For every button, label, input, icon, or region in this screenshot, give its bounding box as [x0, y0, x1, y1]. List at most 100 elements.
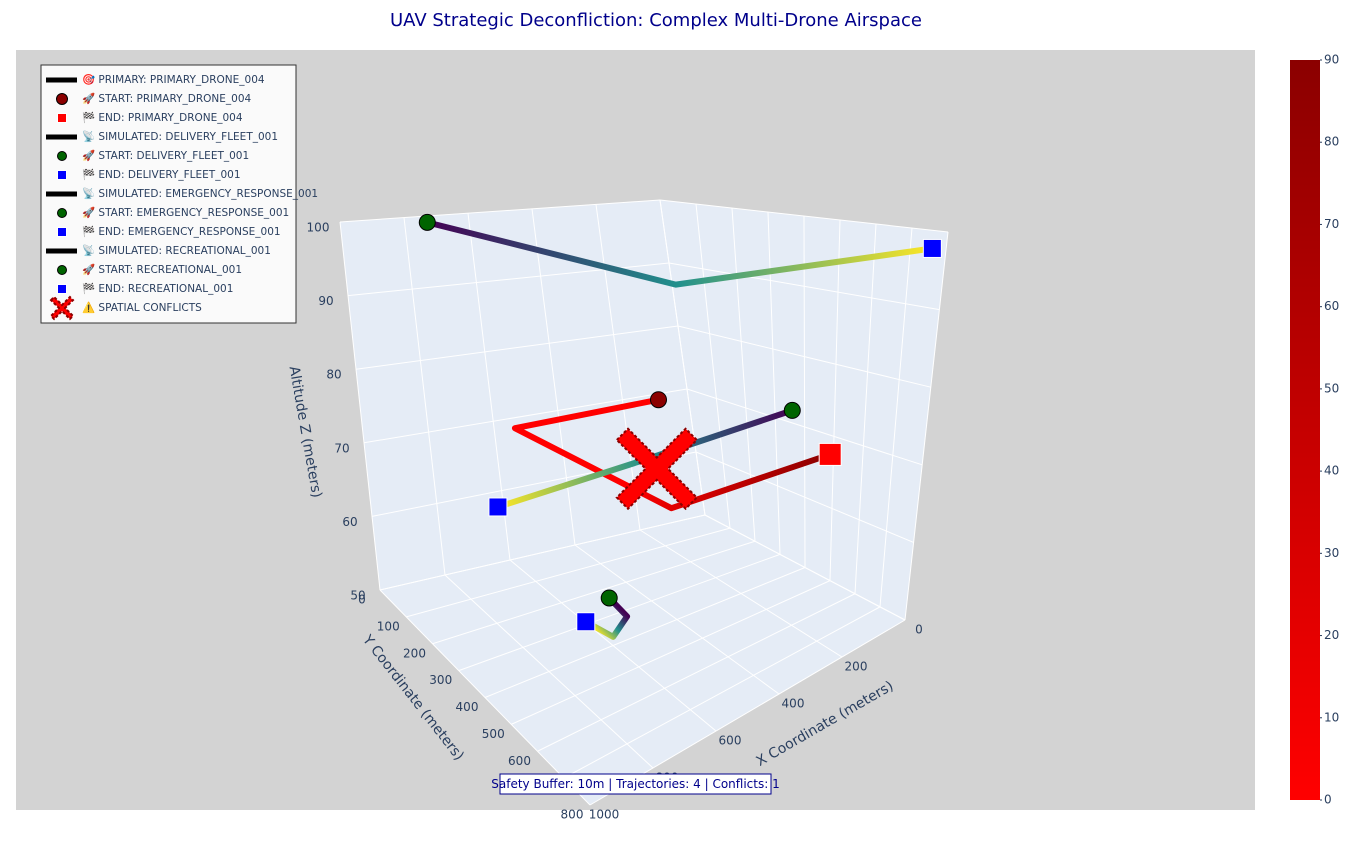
pane-wall: [340, 200, 705, 590]
grid-line: [659, 199, 706, 516]
trajectory: [582, 594, 631, 640]
legend-box: [40, 64, 297, 324]
grid-line: [668, 262, 940, 311]
annotation: Safety Buffer: 10m | Trajectories: 4 | C…: [491, 777, 779, 791]
grid-line: [563, 606, 881, 779]
grid-line: [537, 593, 856, 752]
grid-line: [704, 514, 906, 621]
colorbar-tick-label: 30: [1324, 546, 1339, 560]
grid-line: [531, 208, 576, 546]
point-marker: [818, 442, 842, 466]
trajectory: [424, 219, 936, 288]
legend-symbol: [49, 295, 75, 321]
legend-label: 📡 SIMULATED: DELIVERY_FLEET_001: [82, 129, 278, 143]
grid-line: [695, 203, 731, 529]
grid-line: [595, 204, 641, 531]
grid-line: [355, 325, 679, 370]
grid-line: [904, 231, 949, 621]
grid-line: [879, 227, 913, 607]
point-marker: [418, 213, 436, 231]
z-tick-label: 70: [334, 441, 349, 455]
grid-line: [686, 388, 923, 466]
grid-line: [829, 219, 841, 581]
grid-line: [511, 580, 831, 725]
legend-symbol: [57, 284, 67, 294]
grid-line: [363, 388, 688, 444]
conflict-marker: [615, 427, 699, 511]
chart-title: UAV Strategic Deconfliction: Complex Mul…: [390, 10, 922, 31]
legend-label: 🏁 END: RECREATIONAL_001: [82, 282, 233, 295]
pane-floor: [380, 515, 905, 805]
grid-line: [854, 223, 877, 594]
legend-label: 🏁 END: DELIVERY_FLEET_001: [82, 168, 241, 181]
colorbar-tick-label: 60: [1324, 299, 1339, 313]
grid-line: [379, 514, 706, 591]
grid-line: [659, 199, 949, 233]
y-tick-label: 800: [561, 808, 584, 822]
z-tick-label: 100: [307, 221, 330, 235]
legend-label: 🚀 START: RECREATIONAL_001: [82, 263, 242, 276]
legend-label: 🏁 END: EMERGENCY_RESPONSE_001: [82, 225, 281, 238]
grid-line: [695, 451, 914, 543]
colorbar-tick-label: 80: [1324, 135, 1339, 149]
grid-line: [403, 217, 446, 576]
pane-wall: [660, 200, 948, 620]
point-marker: [783, 401, 801, 419]
grid-line: [339, 221, 381, 591]
legend-symbol: [57, 170, 67, 180]
legend-label: 📡 SIMULATED: RECREATIONAL_001: [82, 243, 271, 257]
x-tick-label: 0: [915, 623, 923, 637]
z-tick-label: 90: [318, 294, 333, 308]
annotation-box: [499, 773, 772, 795]
z-tick-label: 50: [350, 589, 365, 603]
y-tick-label: 500: [482, 727, 505, 741]
colorbar-tick-label: 40: [1324, 464, 1339, 478]
x-tick-label: 200: [845, 660, 868, 674]
legend-label: 🚀 START: EMERGENCY_RESPONSE_001: [82, 206, 289, 219]
legend-label: 📡 SIMULATED: EMERGENCY_RESPONSE_001: [82, 186, 318, 200]
colorbar-tick-label: 0: [1324, 793, 1332, 807]
grid-line: [731, 207, 756, 542]
legend-symbol: [57, 265, 67, 275]
y-tick-label: 400: [456, 700, 479, 714]
grid-line: [803, 215, 806, 568]
colorbar: [1290, 60, 1320, 800]
x-tick-label: 600: [719, 734, 742, 748]
z-tick-label: 60: [342, 515, 357, 529]
y-tick-label: 100: [377, 619, 400, 633]
point-marker: [488, 497, 508, 517]
colorbar-tick-label: 70: [1324, 217, 1339, 231]
x-tick-label: 400: [782, 697, 805, 711]
legend-label: ⚠️ SPATIAL CONFLICTS: [82, 301, 202, 314]
grid-line: [677, 325, 931, 388]
y-tick-label: 0: [358, 593, 366, 607]
legend-symbol: [57, 208, 67, 218]
grid-line: [339, 199, 661, 223]
colorbar-tick-label: 90: [1324, 53, 1339, 67]
legend-label: 🚀 START: PRIMARY_DRONE_004: [82, 92, 252, 105]
x-tick-label: 1000: [589, 808, 620, 822]
legend-symbol: [57, 227, 67, 237]
grid-line: [432, 540, 756, 645]
colorbar-tick-label: 10: [1324, 710, 1339, 724]
grid-line: [406, 527, 731, 618]
legend-symbol: [57, 113, 67, 123]
colorbar-tick-label: 50: [1324, 381, 1339, 395]
trajectory: [511, 396, 834, 512]
y-tick-label: 600: [508, 754, 531, 768]
point-marker: [922, 238, 942, 258]
legend-symbol: [56, 93, 68, 105]
y-tick-label: 200: [403, 646, 426, 660]
z-tick-label: 80: [326, 368, 341, 382]
legend-label: 🏁 END: PRIMARY_DRONE_004: [82, 111, 243, 124]
y-tick-label: 300: [429, 673, 452, 687]
legend-label: 🚀 START: DELIVERY_FLEET_001: [82, 149, 249, 162]
colorbar-tick-label: 20: [1324, 628, 1339, 642]
legend-label: 🎯 PRIMARY: PRIMARY_DRONE_004: [82, 73, 265, 86]
point-marker: [600, 589, 618, 607]
legend-symbol: [57, 151, 67, 161]
point-marker: [576, 612, 596, 632]
grid-line: [484, 567, 806, 698]
